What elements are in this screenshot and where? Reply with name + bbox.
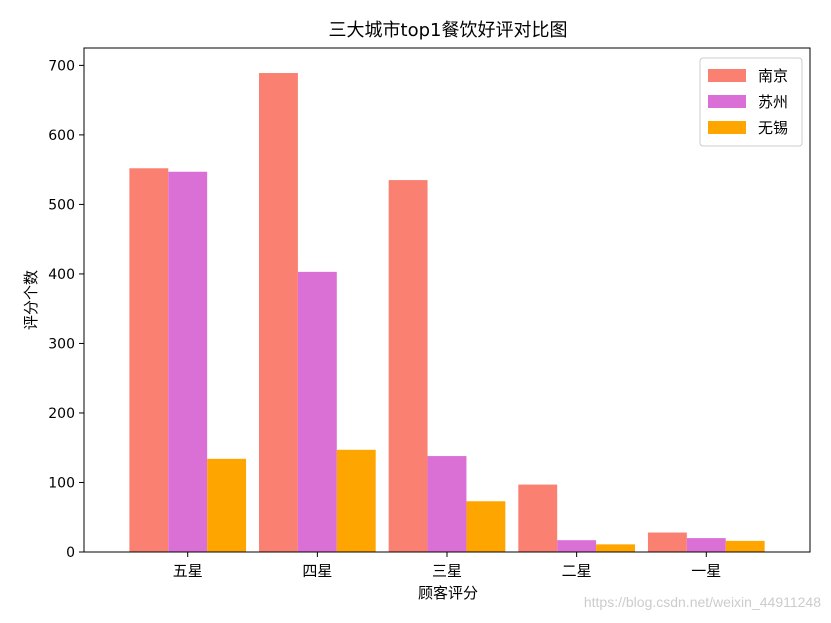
x-tick-label: 一星 bbox=[691, 562, 721, 580]
y-tick-label: 600 bbox=[48, 128, 75, 144]
legend-label-无锡: 无锡 bbox=[758, 119, 788, 137]
legend-label-苏州: 苏州 bbox=[758, 93, 788, 111]
bar-苏州-一星 bbox=[686, 538, 726, 552]
legend-swatch-南京 bbox=[708, 69, 746, 82]
y-tick-label: 0 bbox=[66, 545, 75, 561]
bar-无锡-二星 bbox=[596, 544, 635, 552]
y-tick-label: 300 bbox=[48, 336, 75, 352]
x-axis-label: 顾客评分 bbox=[418, 584, 478, 602]
y-tick-label: 200 bbox=[48, 406, 75, 422]
x-tick-label: 五星 bbox=[173, 562, 203, 580]
bar-无锡-四星 bbox=[336, 449, 376, 552]
x-tick-label: 二星 bbox=[562, 562, 592, 580]
bar-无锡-一星 bbox=[725, 540, 765, 552]
y-tick-label: 100 bbox=[48, 475, 75, 491]
bar-苏州-二星 bbox=[557, 540, 597, 552]
bars-group bbox=[129, 73, 765, 552]
y-tick-label: 500 bbox=[48, 197, 75, 213]
bar-南京-二星 bbox=[518, 484, 558, 552]
bar-南京-五星 bbox=[129, 168, 169, 552]
bar-苏州-三星 bbox=[427, 456, 467, 552]
x-tick-label: 四星 bbox=[302, 562, 332, 580]
y-tick-label: 700 bbox=[48, 58, 75, 74]
bar-无锡-三星 bbox=[466, 501, 506, 552]
y-tick-label: 400 bbox=[48, 267, 75, 283]
bar-苏州-五星 bbox=[168, 171, 208, 552]
bar-苏州-四星 bbox=[297, 271, 337, 552]
legend-label-南京: 南京 bbox=[758, 67, 788, 85]
bar-南京-三星 bbox=[388, 180, 428, 552]
legend-swatch-苏州 bbox=[708, 95, 746, 108]
chart-title: 三大城市top1餐饮好评对比图 bbox=[329, 20, 568, 41]
y-axis-label: 评分个数 bbox=[22, 270, 40, 330]
watermark: https://blog.csdn.net/weixin_44911248 bbox=[583, 594, 821, 610]
x-tick-label: 三星 bbox=[432, 562, 462, 580]
bar-无锡-五星 bbox=[207, 458, 247, 552]
bar-南京-四星 bbox=[259, 73, 298, 552]
bar-南京-一星 bbox=[647, 532, 687, 552]
axes-group: 0 100 200 300 400 500 600 700 五星 四星 三星 二星 一星 bbox=[48, 47, 811, 580]
legend-swatch-无锡 bbox=[708, 121, 746, 134]
